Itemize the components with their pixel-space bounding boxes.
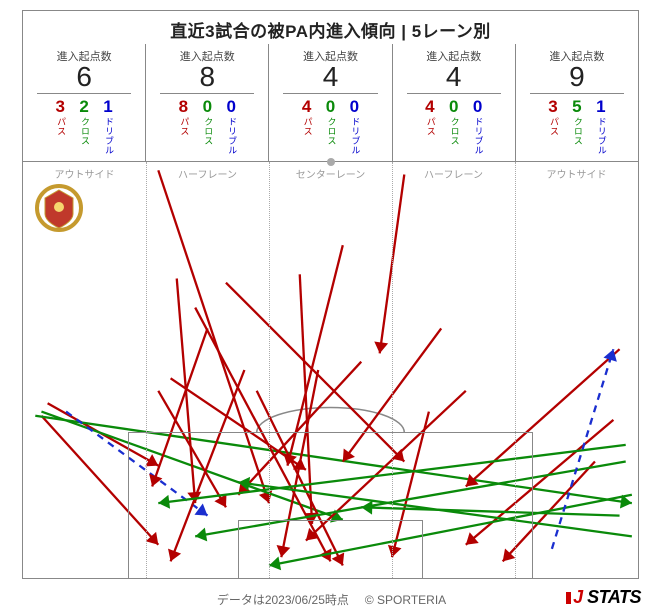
breakdown-value: 8	[179, 98, 188, 115]
chart-title: 直近3試合の被PA内進入傾向 | 5レーン別	[23, 11, 638, 44]
lane-header: 進入起点数88パス0クロス0ドリブル	[146, 44, 269, 161]
lane-header: 進入起点数44パス0クロス0ドリブル	[393, 44, 516, 161]
breakdown-label: ドリブル	[349, 117, 359, 155]
breakdown-cross: 0 クロス	[326, 98, 336, 155]
lane-header: 進入起点数93パス5クロス1ドリブル	[516, 44, 638, 161]
lane-breakdown: 3 パス 2 クロス 1 ドリブル	[23, 98, 145, 155]
breakdown-cross: 0 クロス	[449, 98, 459, 155]
lane-header: 進入起点数63パス2クロス1ドリブル	[23, 44, 146, 161]
origin-count-value: 8	[146, 62, 268, 91]
lane-breakdown: 4 パス 0 クロス 0 ドリブル	[269, 98, 391, 155]
breakdown-pass: 4 パス	[425, 98, 435, 155]
breakdown-label: クロス	[572, 117, 582, 146]
breakdown-pass: 8 パス	[178, 98, 188, 155]
breakdown-label: パス	[548, 117, 558, 136]
breakdown-label: クロス	[202, 117, 212, 146]
breakdown-label: パス	[178, 117, 188, 136]
six-yard-box	[238, 520, 423, 578]
entry-arrow-dribble	[552, 349, 614, 549]
lane-tag: ハーフレーン	[146, 166, 269, 181]
breakdown-value: 0	[473, 98, 482, 115]
breakdown-cross: 2 クロス	[79, 98, 89, 155]
breakdown-dribble: 0 ドリブル	[226, 98, 236, 155]
lane-tag: ハーフレーン	[392, 166, 515, 181]
lane-tag: センターレーン	[269, 166, 392, 181]
breakdown-cross: 0 クロス	[202, 98, 212, 155]
breakdown-label: パス	[425, 117, 435, 136]
origin-count-value: 4	[269, 62, 391, 91]
breakdown-value: 2	[79, 98, 88, 115]
breakdown-pass: 3 パス	[548, 98, 558, 155]
breakdown-label: クロス	[79, 117, 89, 146]
breakdown-value: 3	[55, 98, 64, 115]
breakdown-label: ドリブル	[473, 117, 483, 155]
breakdown-label: パス	[302, 117, 312, 136]
breakdown-value: 0	[226, 98, 235, 115]
breakdown-dribble: 0 ドリブル	[349, 98, 359, 155]
breakdown-value: 1	[596, 98, 605, 115]
breakdown-value: 0	[326, 98, 335, 115]
breakdown-pass: 4 パス	[302, 98, 312, 155]
lane-tag: アウトサイド	[23, 166, 146, 181]
breakdown-value: 4	[302, 98, 311, 115]
breakdown-label: クロス	[326, 117, 336, 146]
breakdown-pass: 3 パス	[55, 98, 65, 155]
breakdown-label: ドリブル	[103, 117, 113, 155]
breakdown-value: 0	[203, 98, 212, 115]
breakdown-value: 3	[548, 98, 557, 115]
figure-frame: 直近3試合の被PA内進入傾向 | 5レーン別 進入起点数63パス2クロス1ドリブ…	[0, 0, 663, 611]
breakdown-dribble: 1 ドリブル	[103, 98, 113, 155]
data-timestamp: データは2023/06/25時点	[217, 591, 349, 608]
breakdown-label: クロス	[449, 117, 459, 146]
lane-breakdown: 3 パス 5 クロス 1 ドリブル	[516, 98, 638, 155]
lane-header: 進入起点数44パス0クロス0ドリブル	[269, 44, 392, 161]
lane-header-row: 進入起点数63パス2クロス1ドリブル進入起点数88パス0クロス0ドリブル進入起点…	[23, 44, 638, 162]
figure-inner: 直近3試合の被PA内進入傾向 | 5レーン別 進入起点数63パス2クロス1ドリブ…	[22, 10, 639, 579]
lane-breakdown: 8 パス 0 クロス 0 ドリブル	[146, 98, 268, 155]
footer: データは2023/06/25時点 © SPORTERIA	[0, 591, 663, 608]
breakdown-label: パス	[55, 117, 65, 136]
breakdown-label: ドリブル	[226, 117, 236, 155]
breakdown-cross: 5 クロス	[572, 98, 582, 155]
breakdown-value: 0	[350, 98, 359, 115]
origin-count-value: 9	[516, 62, 638, 91]
breakdown-value: 5	[572, 98, 581, 115]
breakdown-label: ドリブル	[596, 117, 606, 155]
breakdown-value: 0	[449, 98, 458, 115]
breakdown-value: 1	[103, 98, 112, 115]
jstats-logo: J STATS	[566, 587, 641, 608]
origin-count-value: 4	[393, 62, 515, 91]
copyright: © SPORTERIA	[365, 593, 446, 607]
entry-arrowhead-pass	[374, 342, 388, 354]
breakdown-dribble: 0 ドリブル	[473, 98, 483, 155]
penalty-arc	[257, 407, 405, 432]
origin-count-value: 6	[23, 62, 145, 91]
pitch-area: アウトサイドハーフレーンセンターレーンハーフレーンアウトサイド	[23, 161, 638, 578]
lane-tag: アウトサイド	[515, 166, 638, 181]
breakdown-value: 4	[425, 98, 434, 115]
lane-breakdown: 4 パス 0 クロス 0 ドリブル	[393, 98, 515, 155]
breakdown-dribble: 1 ドリブル	[596, 98, 606, 155]
